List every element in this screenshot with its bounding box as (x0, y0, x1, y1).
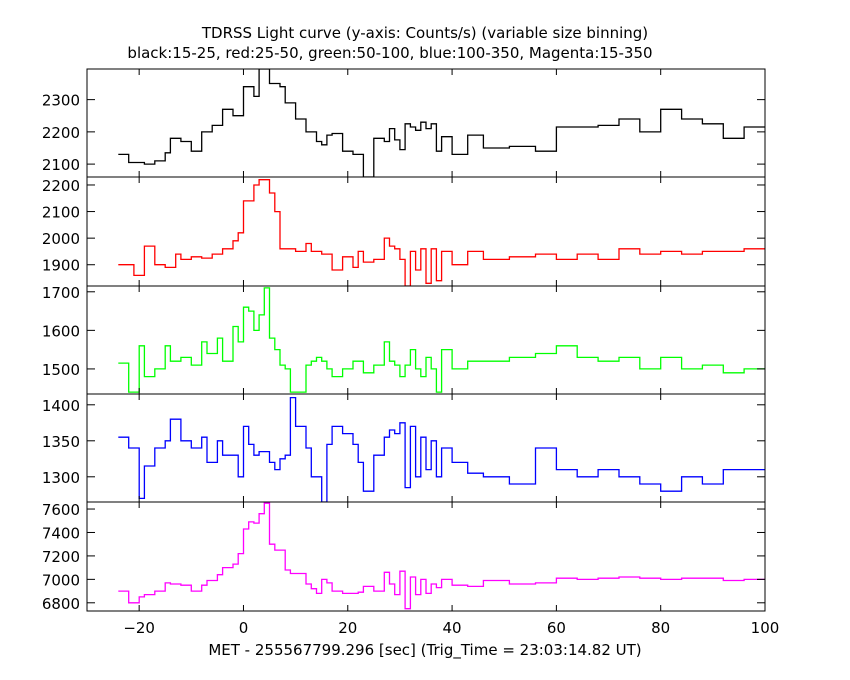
y-tick-label: 1900 (42, 257, 80, 275)
y-tick-label: 2200 (42, 177, 80, 195)
x-tick-label: 60 (547, 619, 566, 637)
series-line-3 (118, 287, 765, 393)
panel-3: 1500 1600 1700 (42, 284, 766, 395)
panel-2: 1900 2000 2100 2200 (42, 176, 766, 287)
x-tick-label: −20 (123, 619, 155, 637)
y-tick-label: 2200 (42, 124, 80, 142)
chart-title: TDRSS Light curve (y-axis: Counts/s) (va… (201, 24, 648, 42)
y-tick-label: 2000 (42, 230, 80, 248)
y-tick-label: 6800 (42, 595, 80, 613)
x-tick-label: 80 (651, 619, 670, 637)
y-tick-label: 1500 (42, 361, 80, 379)
panel-1: 2100 2200 2300 (42, 68, 766, 178)
y-tick-label: 2100 (42, 204, 80, 222)
y-tick-label: 1350 (42, 433, 80, 451)
y-tick-label: 1600 (42, 322, 80, 340)
x-tick-label: 40 (443, 619, 462, 637)
x-axis-label: MET - 255567799.296 [sec] (Trig_Time = 2… (208, 641, 641, 660)
panel-frame (86, 285, 766, 395)
y-tick-label: 7000 (42, 571, 80, 589)
x-tick-label: 0 (239, 619, 249, 637)
panel-4: 1300 1350 1400 (42, 393, 766, 503)
y-tick-label: 1300 (42, 469, 80, 487)
series-line-2 (118, 179, 765, 286)
plot-panels: 2100 2200 2300 1900 2000 2100 2200 1500 1600 1700… (42, 68, 780, 637)
panel-frame (86, 501, 766, 612)
panel-5: 6800 7000 7200 7400 7600 (42, 501, 766, 613)
y-tick-label: 1700 (42, 284, 80, 302)
y-tick-label: 7600 (42, 501, 80, 519)
series-line-4 (118, 396, 765, 502)
y-tick-label: 2300 (42, 92, 80, 110)
x-tick-label: 20 (338, 619, 357, 637)
series-line-5 (118, 502, 765, 610)
y-tick-label: 1400 (42, 397, 80, 415)
y-tick-label: 7400 (42, 524, 80, 542)
chart-subtitle: black:15-25, red:25-50, green:50-100, bl… (127, 44, 652, 62)
y-tick-label: 2100 (42, 156, 80, 174)
series-line-1 (118, 69, 765, 177)
x-tick-label: 100 (751, 619, 780, 637)
y-tick-label: 7200 (42, 548, 80, 566)
